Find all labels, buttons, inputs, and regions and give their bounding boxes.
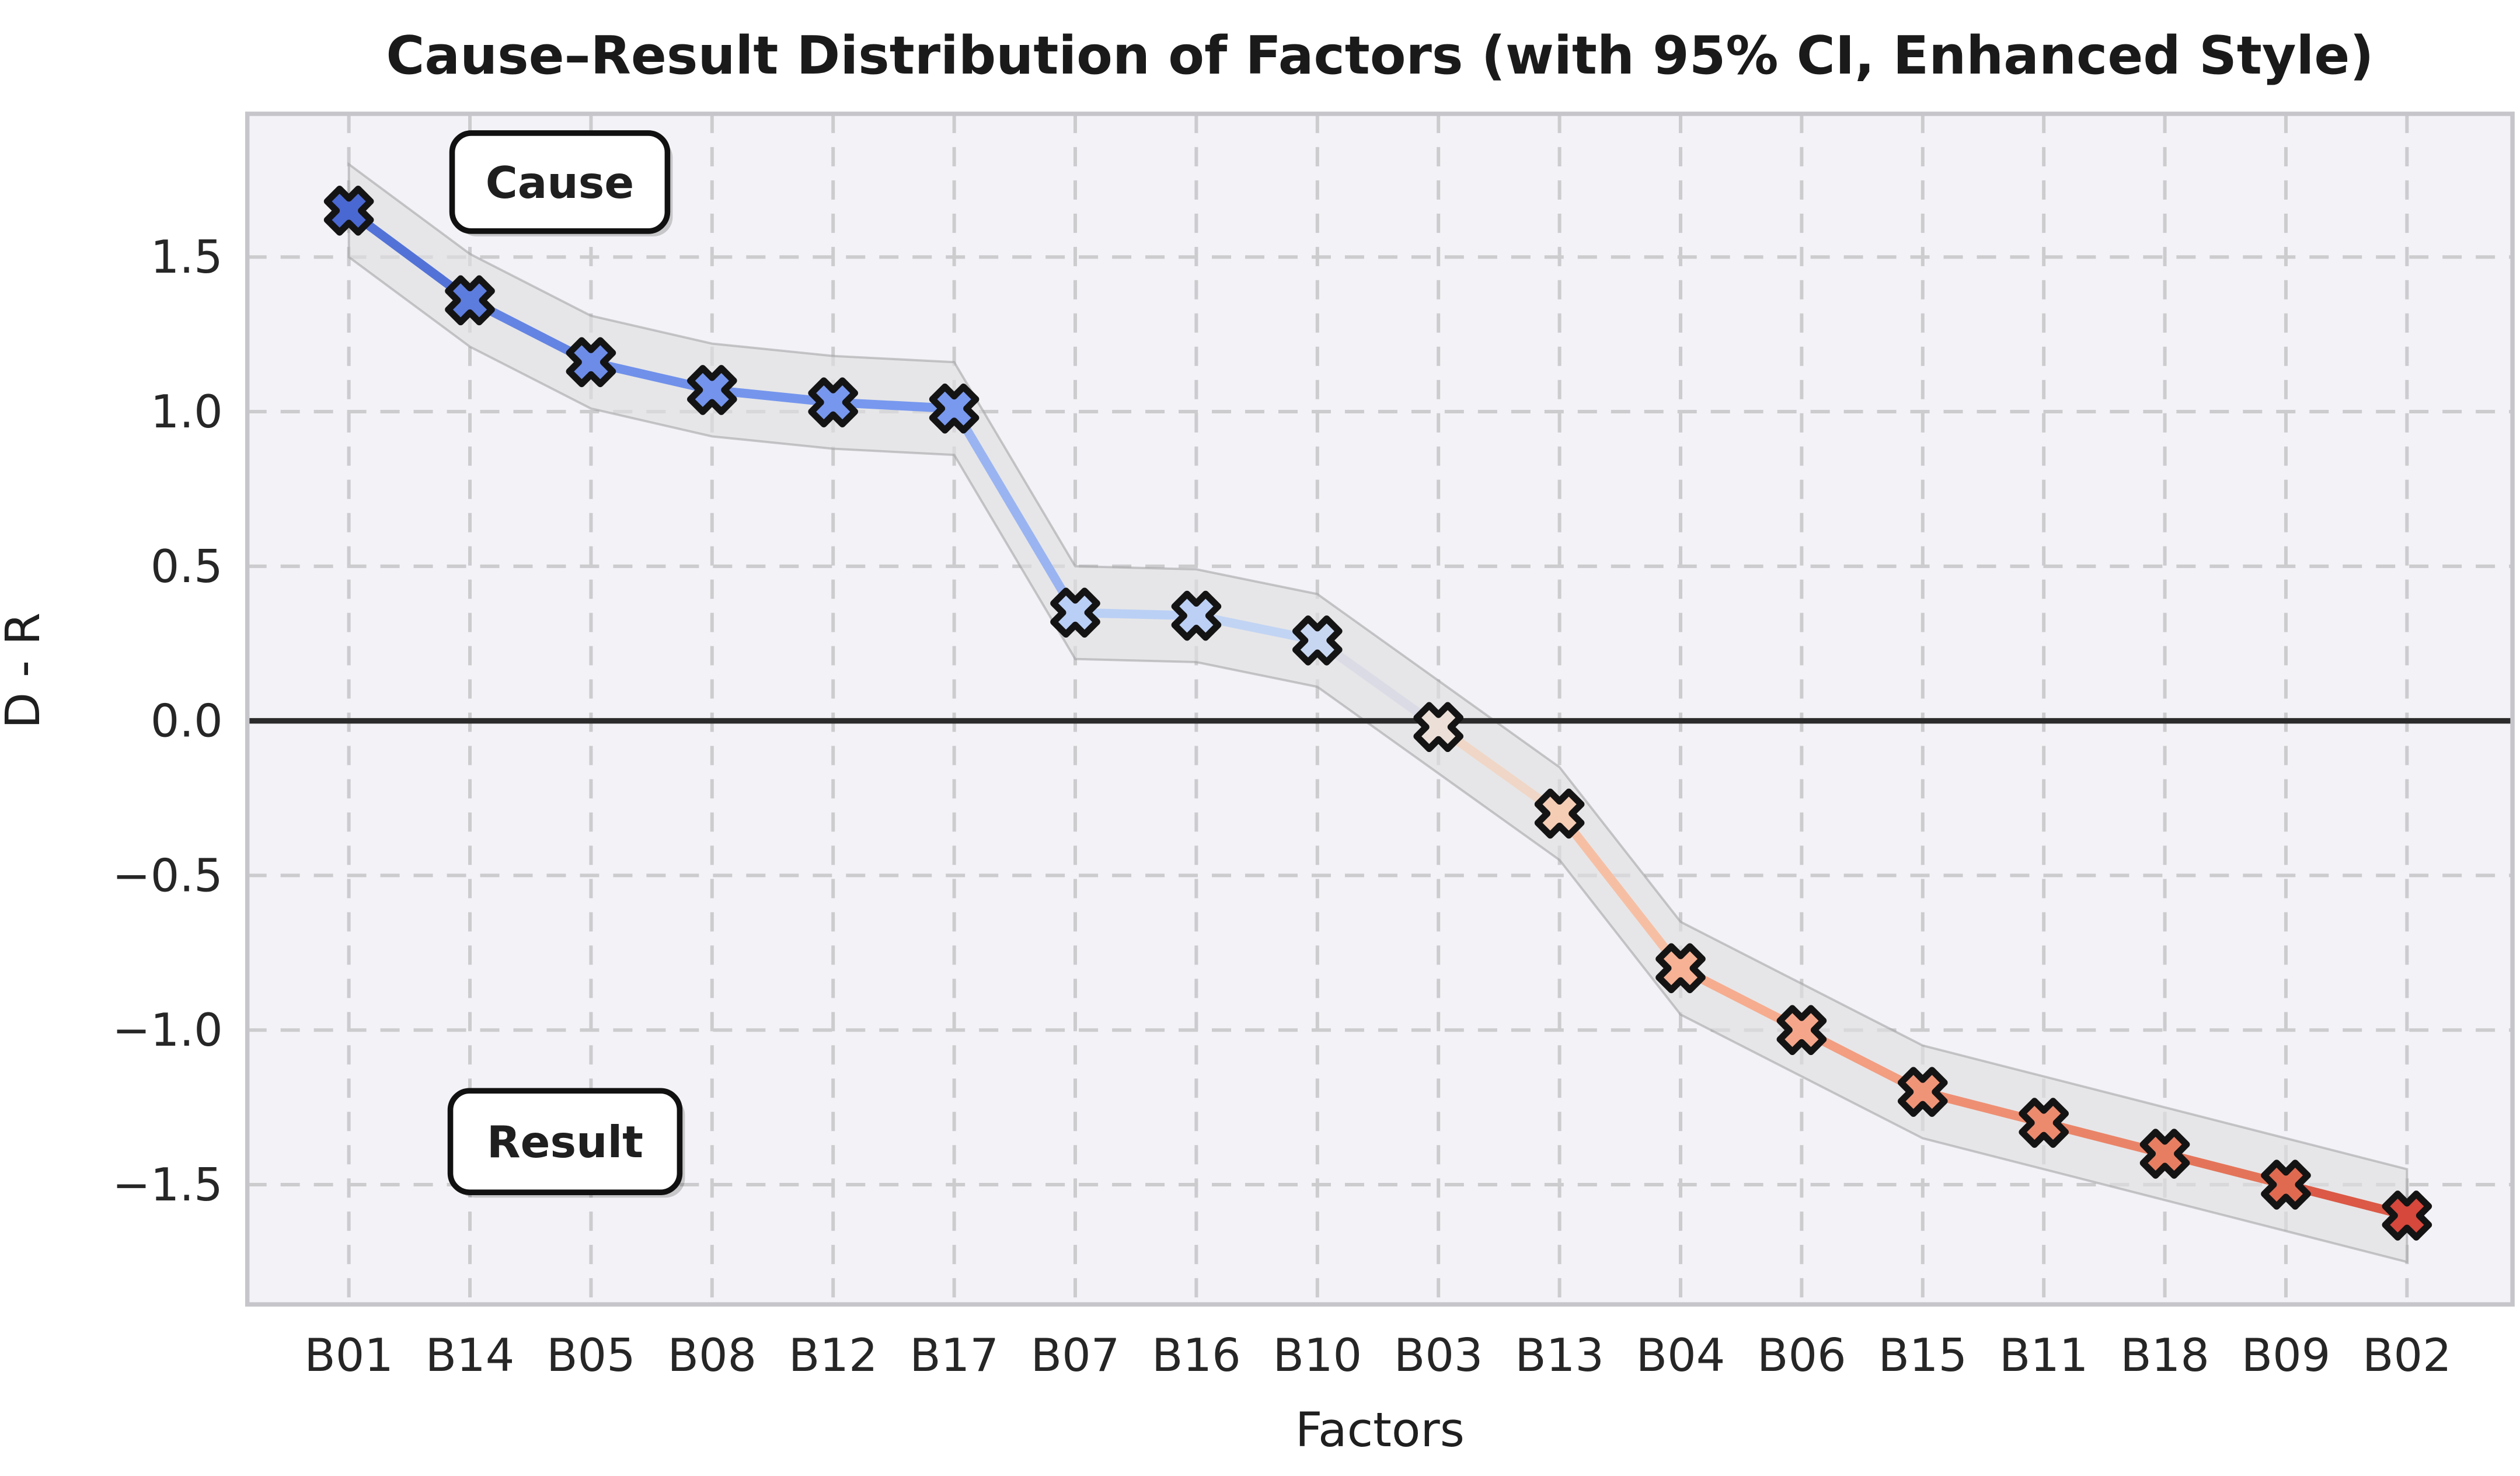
- x-tick-label: B03: [1394, 1329, 1483, 1382]
- confidence-band-layer: [347, 162, 2409, 1263]
- x-tick-label: B06: [1757, 1329, 1846, 1382]
- plot-frame: [245, 112, 2515, 1307]
- data-line-segment: [1071, 608, 1201, 621]
- cause-annotation-label: Cause: [486, 157, 634, 208]
- data-line-segment: [828, 398, 959, 413]
- x-tick-label: B02: [2362, 1329, 2452, 1382]
- x-tick-label: B05: [546, 1329, 636, 1382]
- y-tick-label: 0.5: [151, 541, 223, 593]
- chart-title: Cause–Result Distribution of Factors (wi…: [386, 25, 2373, 86]
- x-tick-label: B10: [1273, 1329, 1362, 1382]
- result-annotation-label: Result: [487, 1116, 643, 1168]
- data-line-segment: [707, 385, 838, 407]
- data-point-marker: [1776, 1005, 1827, 1056]
- data-point-marker: [566, 337, 616, 388]
- data-point-marker: [1534, 788, 1585, 839]
- cause-annotation: Cause: [449, 130, 673, 236]
- y-tick-label: −0.5: [112, 850, 222, 902]
- data-point-marker: [929, 383, 980, 434]
- data-point-marker: [687, 365, 737, 415]
- cause-annotation-box: [449, 130, 671, 234]
- x-tick-label: B18: [2120, 1329, 2209, 1382]
- x-tick-label: B14: [426, 1329, 515, 1382]
- y-tick-label: −1.5: [112, 1159, 222, 1212]
- x-tick-label: B09: [2242, 1329, 2331, 1382]
- x-tick-labels: B01 B14 B05 B08 B12 B17 B07 B16 B10 B03 B13 B04 B06 B…: [304, 1329, 2451, 1382]
- data-point-marker: [445, 275, 495, 326]
- confidence-band: [347, 162, 2409, 1263]
- x-tick-label: B07: [1031, 1329, 1120, 1382]
- data-point-marker: [2382, 1190, 2432, 1241]
- y-axis-label: D - R: [0, 612, 51, 729]
- data-point-marker: [1292, 615, 1343, 666]
- data-line-segment: [1554, 809, 1685, 973]
- data-point-marker: [1413, 702, 1464, 753]
- data-line-segment: [949, 403, 1080, 618]
- x-tick-label: B15: [1878, 1329, 1967, 1382]
- y-tick-labels: 1.5 1.0 0.5 0.0 −0.5 −1.0 −1.5: [112, 231, 222, 1212]
- data-point-marker: [1171, 590, 1222, 641]
- data-point-marker: [2139, 1129, 2190, 1179]
- data-point-marker: [2019, 1098, 2069, 1148]
- x-tick-label: B01: [304, 1329, 393, 1382]
- y-tick-label: 1.5: [151, 231, 223, 284]
- x-tick-label: B17: [909, 1329, 999, 1382]
- data-point-marker: [1655, 943, 1706, 994]
- y-tick-label: 0.0: [151, 695, 223, 748]
- markers-layer: [323, 185, 2432, 1241]
- data-point-marker: [808, 377, 859, 427]
- y-tick-label: −1.0: [112, 1004, 222, 1057]
- x-tick-label: B16: [1152, 1329, 1241, 1382]
- x-tick-label: B04: [1636, 1329, 1726, 1382]
- x-tick-label: B08: [667, 1329, 757, 1382]
- data-point-marker: [323, 185, 374, 236]
- data-point-marker: [1050, 587, 1100, 638]
- x-tick-label: B11: [1999, 1329, 2089, 1382]
- x-tick-label: B12: [789, 1329, 878, 1382]
- x-tick-label: B13: [1515, 1329, 1604, 1382]
- x-axis-label: Factors: [1295, 1403, 1465, 1458]
- result-annotation-box: [447, 1088, 683, 1195]
- data-point-marker: [1897, 1067, 1948, 1117]
- result-annotation: Result: [447, 1088, 685, 1198]
- y-tick-label: 1.0: [151, 386, 223, 438]
- data-point-marker: [2261, 1160, 2311, 1210]
